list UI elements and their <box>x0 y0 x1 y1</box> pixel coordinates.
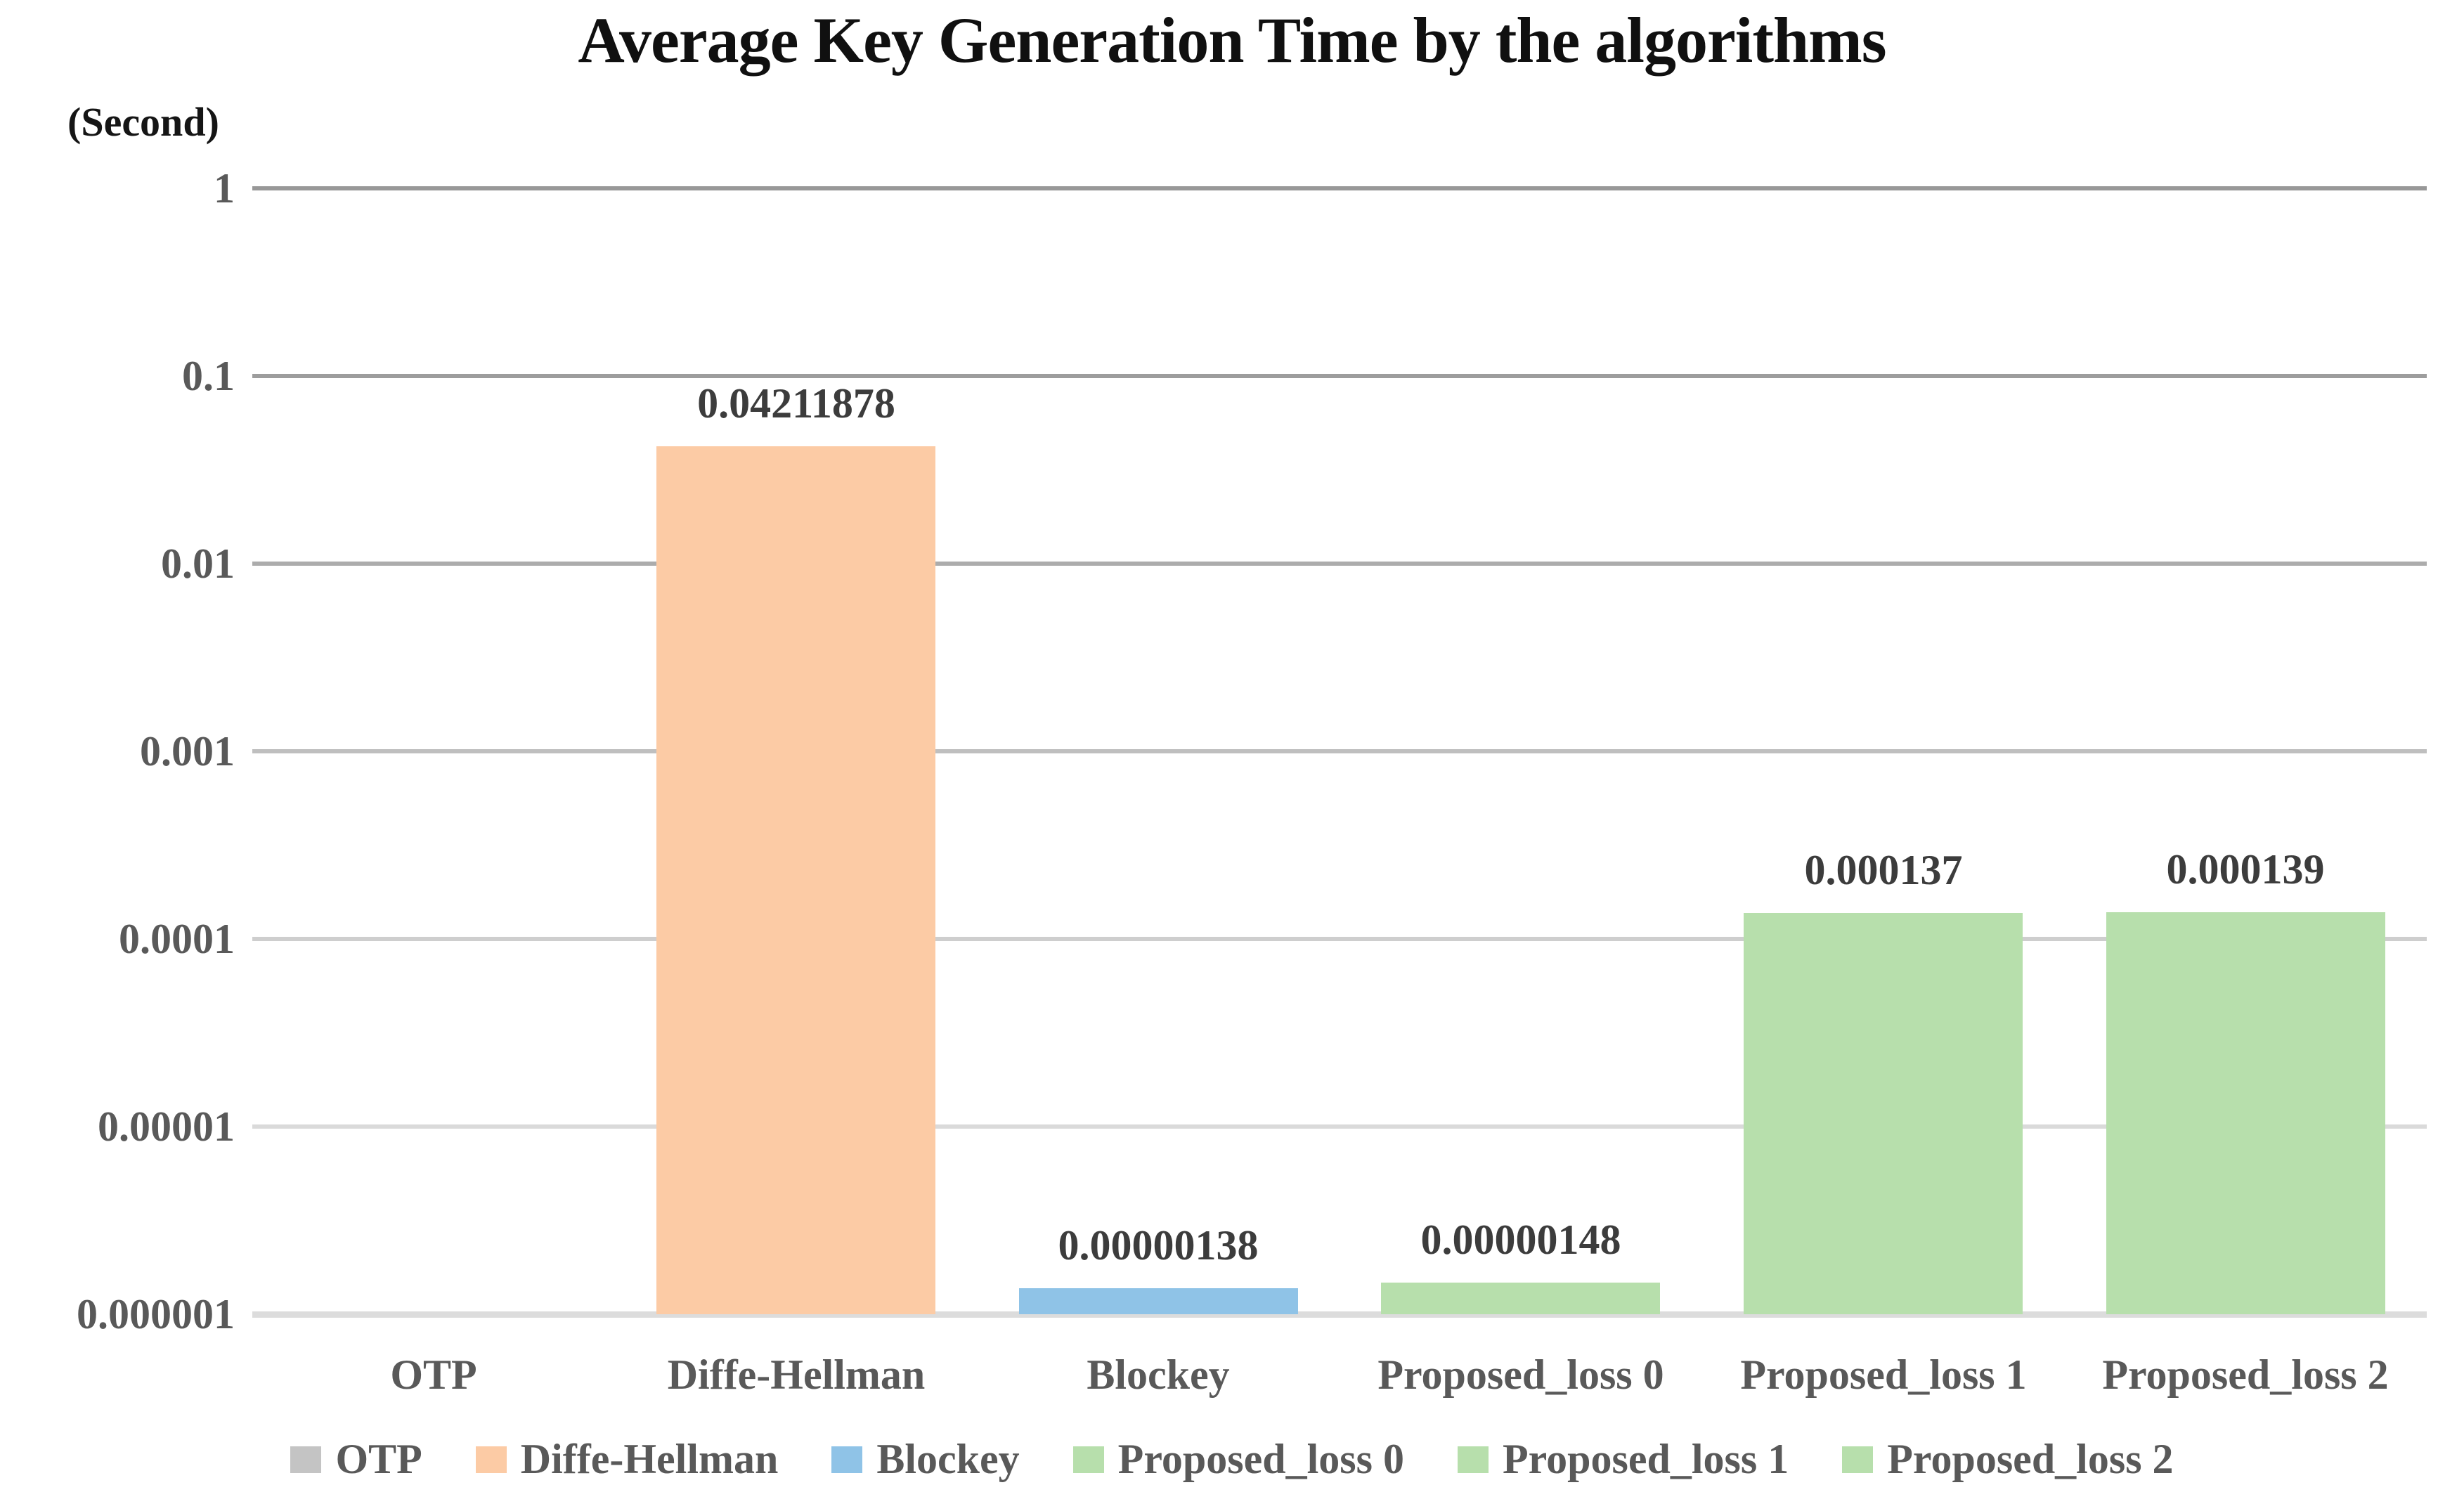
legend-label-otp: OTP <box>335 1436 422 1482</box>
legend-label-diffe-hellman: Diffe-Hellman <box>520 1436 779 1482</box>
chart-title: Average Key Generation Time by the algor… <box>578 4 1886 76</box>
legend-item-blockey: Blockey <box>831 1435 1020 1484</box>
gridline-0-1 <box>252 374 2427 378</box>
y-tick-0-0001: 0.0001 <box>119 916 235 962</box>
bar-diffe-hellman <box>656 446 935 1314</box>
gridline-0-00001 <box>252 1124 2427 1129</box>
legend-item-proposed-loss-0: Proposed_loss 0 <box>1072 1435 1404 1484</box>
legend: OTP Diffe-Hellman Blockey Proposed_loss 0 Pr… <box>0 1435 2464 1484</box>
legend-item-proposed-loss-2: Proposed_loss 2 <box>1842 1435 2174 1484</box>
y-tick-1: 1 <box>214 165 235 212</box>
category-label-diffe-hellman: Diffe-Hellman <box>667 1351 926 1398</box>
category-label-proposed-loss-0: Proposed_loss 0 <box>1377 1351 1664 1398</box>
category-label-blockey: Blockey <box>1087 1351 1230 1398</box>
bar-blockey <box>1019 1288 1298 1314</box>
x-axis-line-0-000001 <box>252 1311 2427 1318</box>
category-label-proposed-loss-2: Proposed_loss 2 <box>2102 1351 2389 1398</box>
y-tick-0-001: 0.001 <box>140 728 235 774</box>
bar-proposed-loss-1 <box>1744 913 2023 1314</box>
legend-swatch-blockey <box>831 1446 863 1473</box>
gridline-0-0001 <box>252 937 2427 941</box>
legend-label-proposed-loss-1: Proposed_loss 1 <box>1502 1436 1789 1482</box>
category-label-proposed-loss-1: Proposed_loss 1 <box>1740 1351 2027 1398</box>
value-label-proposed-loss-1: 0.000137 <box>1804 847 1963 893</box>
legend-item-otp: OTP <box>290 1435 422 1484</box>
y-tick-0-01: 0.01 <box>161 540 235 587</box>
legend-swatch-proposed-loss-1 <box>1457 1446 1489 1473</box>
legend-label-proposed-loss-0: Proposed_loss 0 <box>1117 1436 1404 1482</box>
y-tick-0-00001: 0.00001 <box>98 1103 235 1150</box>
y-tick-0-000001: 0.000001 <box>77 1291 235 1337</box>
legend-label-proposed-loss-2: Proposed_loss 2 <box>1887 1436 2174 1482</box>
gridline-0-001 <box>252 749 2427 753</box>
legend-swatch-proposed-loss-0 <box>1072 1446 1104 1473</box>
plot-area: 0.04211878 0.00000138 0.00000148 0.000137 0.… <box>252 186 2427 1318</box>
value-label-proposed-loss-2: 0.000139 <box>2166 846 2325 893</box>
gridline-0-01 <box>252 562 2427 566</box>
legend-swatch-diffe-hellman <box>475 1446 507 1473</box>
value-label-blockey: 0.00000138 <box>1058 1222 1259 1269</box>
value-label-proposed-loss-0: 0.00000148 <box>1420 1217 1621 1263</box>
legend-label-blockey: Blockey <box>876 1436 1020 1482</box>
y-axis-unit-label: (Second) <box>67 99 219 145</box>
gridline-1 <box>252 186 2427 190</box>
legend-item-diffe-hellman: Diffe-Hellman <box>475 1435 779 1484</box>
legend-item-proposed-loss-1: Proposed_loss 1 <box>1457 1435 1789 1484</box>
y-tick-0-1: 0.1 <box>182 353 235 399</box>
legend-swatch-proposed-loss-2 <box>1842 1446 1874 1473</box>
legend-swatch-otp <box>290 1446 322 1473</box>
value-label-diffe-hellman: 0.04211878 <box>697 380 895 427</box>
category-label-otp: OTP <box>390 1351 477 1398</box>
bar-proposed-loss-2 <box>2106 912 2385 1314</box>
bar-proposed-loss-0 <box>1381 1283 1660 1314</box>
